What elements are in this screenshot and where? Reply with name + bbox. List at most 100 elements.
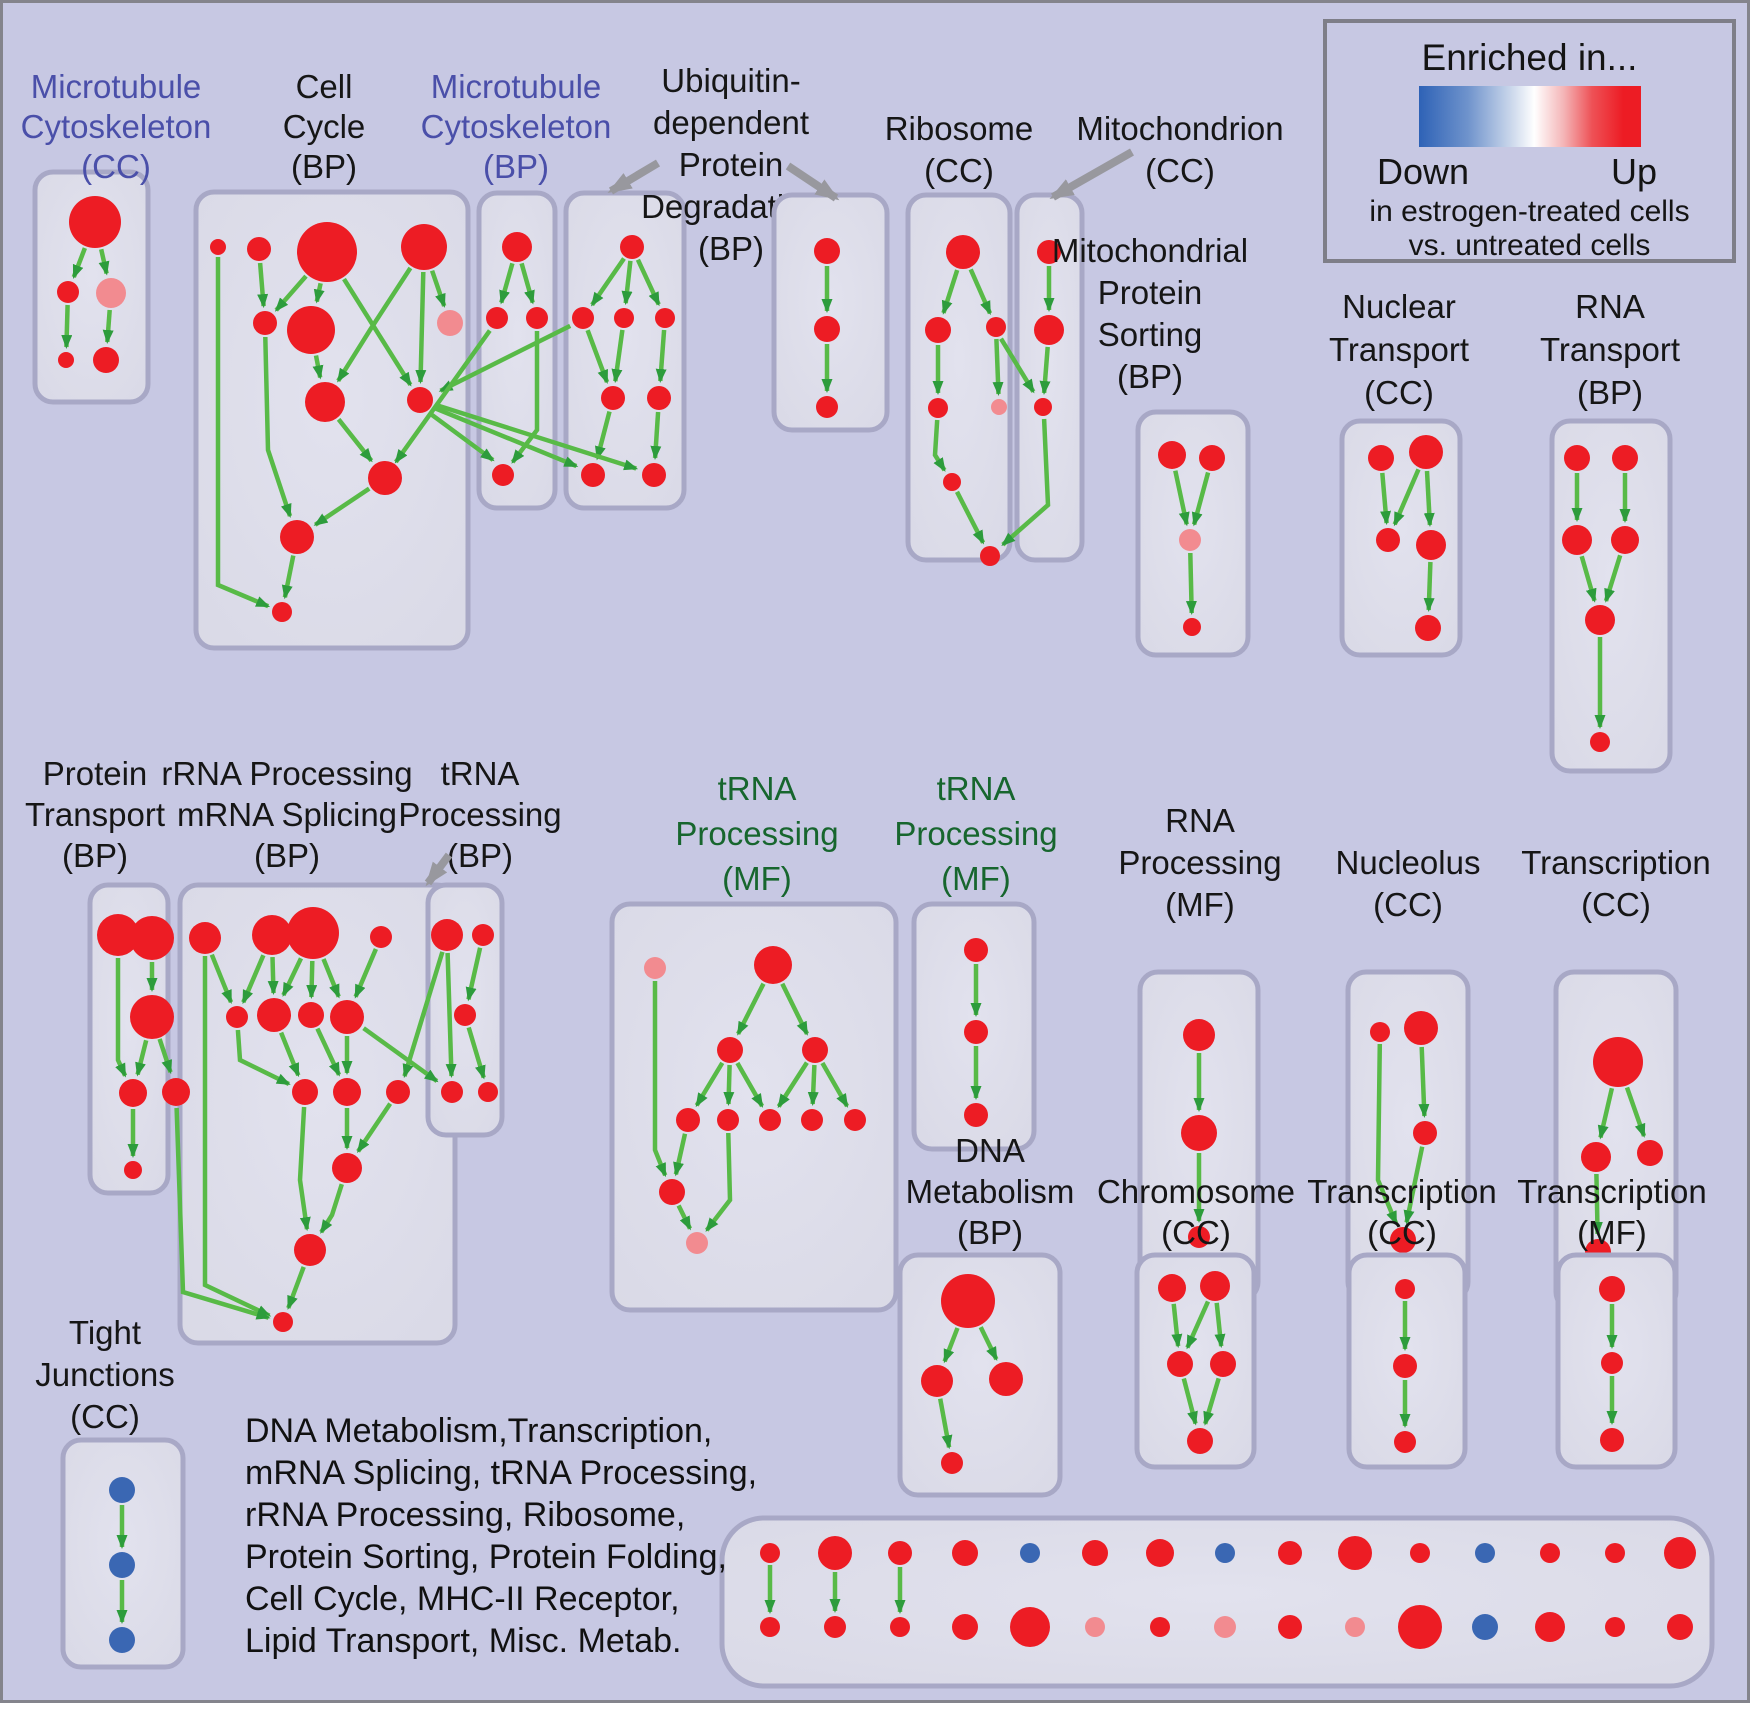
go-term-node <box>1394 1431 1416 1453</box>
cluster-label-line: Tight <box>69 1314 141 1351</box>
go-term-node <box>943 473 961 491</box>
go-term-node <box>717 1037 743 1063</box>
cluster-label-line: Protein <box>679 146 784 183</box>
edge-arrow <box>1185 1300 1211 1350</box>
go-term-node <box>370 926 392 948</box>
go-term-node <box>890 1617 910 1637</box>
cluster-label-line: Ribosome <box>885 110 1034 147</box>
go-term-node <box>824 1616 846 1638</box>
go-term-node <box>814 238 840 264</box>
cluster-label-line: mRNA Splicing <box>177 796 397 833</box>
edge-arrow <box>676 1204 693 1231</box>
go-term-node <box>1037 240 1061 264</box>
cluster-label-line: Transport <box>1540 331 1680 368</box>
go-term-node <box>1664 1537 1696 1569</box>
cluster-label-line: Cytoskeleton <box>21 108 212 145</box>
go-term-node <box>292 1079 318 1105</box>
go-term-node <box>921 1365 953 1397</box>
go-term-node <box>980 546 1000 566</box>
cluster-label-line: Protein <box>43 755 148 792</box>
go-term-node <box>801 1109 823 1131</box>
edge-arrow <box>635 258 661 307</box>
edge-arrow <box>1203 1377 1221 1426</box>
edge-arrow <box>1375 1043 1399 1226</box>
cluster-nucleolus-cc: Nucleolus (CC) <box>1336 844 1480 1303</box>
cluster-label-line: (BP) <box>1577 374 1643 411</box>
cluster-label-mitochondrial-protein-sorting-bp: Mitochondrial Protein Sorting (BP) <box>1052 232 1248 395</box>
go-term-node <box>368 461 402 495</box>
legend: Enriched in... Down Up in estrogen-treat… <box>1323 19 1736 263</box>
go-term-node <box>1398 1605 1442 1649</box>
misc-line: Cell Cycle, MHC-II Receptor, <box>245 1580 680 1618</box>
cluster-label-transcription-cc-row3: Transcription (CC) <box>1307 1173 1497 1251</box>
go-term-node <box>1179 529 1201 551</box>
go-term-node <box>401 224 447 270</box>
cluster-label-line: (BP) <box>62 837 128 874</box>
go-term-node <box>1600 1428 1624 1452</box>
cluster-rna-processing-mf: RNA Processing (MF) <box>1118 802 1282 1303</box>
edge-arrow <box>932 419 947 472</box>
go-term-node <box>760 1543 780 1563</box>
cluster-label-protein-transport-bp: Protein Transport (BP) <box>25 755 165 874</box>
cluster-ubiquitin-degradation-box-2 <box>771 192 890 433</box>
cluster-label-microtubule-cytoskeleton-bp: Microtubule Cytoskeleton (BP) <box>421 68 612 185</box>
cluster-label-chromosome-cc: Chromosome (CC) <box>1097 1173 1295 1251</box>
go-term-node <box>1413 1121 1437 1145</box>
go-term-node <box>1010 1607 1050 1647</box>
edge-arrow <box>594 411 612 461</box>
go-term-node <box>502 232 532 262</box>
edge-arrow <box>780 982 810 1036</box>
go-term-node <box>1020 1543 1040 1563</box>
go-term-node <box>655 308 675 328</box>
cluster-transcription-cc-row2: Transcription (CC) <box>1521 844 1711 1313</box>
edge-arrow <box>704 1132 733 1232</box>
cluster-dna-metabolism-bp: DNA Metabolism (BP) <box>897 1132 1074 1498</box>
cluster-label-line: tRNA <box>718 770 797 807</box>
cluster-box-misc-strip <box>719 1515 1715 1689</box>
go-term-node <box>1278 1541 1302 1565</box>
cluster-label-cell-cycle-bp: Cell Cycle (BP) <box>283 68 366 185</box>
cluster-rrna-processing-mrna-splicing-bp: rRNA Processing mRNA Splicing (BP) <box>161 755 458 1346</box>
go-term-node <box>294 1234 326 1266</box>
cluster-transcription-cc-row3: Transcription (CC) <box>1307 1173 1497 1470</box>
cross-cluster-edge-arrow <box>1001 418 1051 547</box>
edge-arrow <box>510 331 540 464</box>
edge-arrow <box>263 336 293 518</box>
go-term-node <box>119 1079 147 1107</box>
go-term-node <box>925 317 951 343</box>
edge-arrow <box>650 411 662 460</box>
cluster-label-mitochondrion-cc: Mitochondrion (CC) <box>1076 110 1283 189</box>
edge-arrow <box>937 1398 953 1450</box>
edge-arrow <box>585 329 610 384</box>
edge-arrow <box>315 1027 342 1077</box>
go-term-node <box>888 1541 912 1565</box>
edge-arrow <box>1392 468 1421 527</box>
cluster-label-trna-processing-mf-large: tRNA Processing (MF) <box>675 770 838 897</box>
edge-arrow <box>673 1133 688 1177</box>
go-term-node <box>1158 441 1186 469</box>
cross-cluster-edge-arrow <box>362 1026 439 1083</box>
go-term-node <box>686 1232 708 1254</box>
go-term-node <box>330 1000 364 1034</box>
cluster-label-rrna-processing-mrna-splicing-bp: rRNA Processing mRNA Splicing (BP) <box>161 755 412 874</box>
cluster-label-line: (CC) <box>1145 152 1215 189</box>
misc-line: mRNA Splicing, tRNA Processing, <box>245 1454 758 1492</box>
go-term-node <box>57 281 79 303</box>
cluster-label-trna-processing-bp: tRNA Processing (BP) <box>398 755 561 874</box>
cluster-label-line: (CC) <box>1581 886 1651 923</box>
go-term-node <box>189 922 221 954</box>
cluster-label-line: Microtubule <box>431 68 602 105</box>
cluster-label-line: Protein <box>1098 274 1203 311</box>
go-term-node <box>1368 445 1394 471</box>
go-term-node <box>760 1617 780 1637</box>
edge-arrow <box>1185 552 1197 615</box>
cluster-label-rna-transport-bp: RNA Transport (BP) <box>1540 288 1680 411</box>
go-term-node <box>1338 1536 1372 1570</box>
edge-arrow <box>174 1107 271 1320</box>
cluster-label-line: Cytoskeleton <box>421 108 612 145</box>
edge-arrow <box>466 1026 486 1080</box>
edge-arrow <box>519 262 535 305</box>
edge-arrow <box>621 260 633 306</box>
cross-cluster-edge-arrow <box>438 323 572 393</box>
cluster-mitochondrial-protein-sorting-bp: Mitochondrial Protein Sorting (BP) <box>1052 232 1251 658</box>
